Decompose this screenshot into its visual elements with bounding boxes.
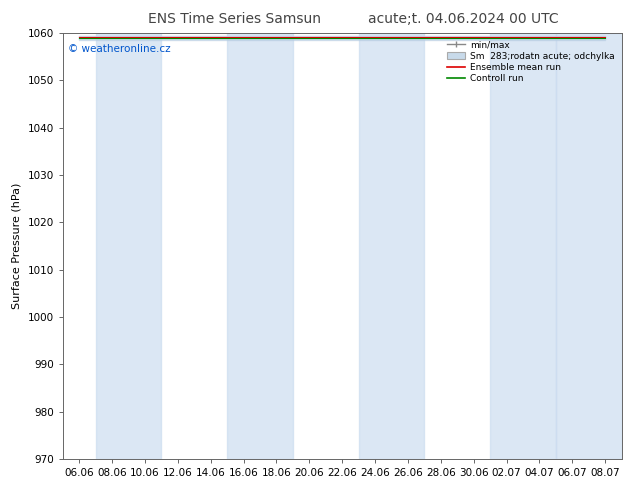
Y-axis label: Surface Pressure (hPa): Surface Pressure (hPa) bbox=[12, 183, 22, 309]
Bar bbox=[556, 33, 622, 459]
Bar bbox=[490, 33, 556, 459]
Text: acute;t. 04.06.2024 00 UTC: acute;t. 04.06.2024 00 UTC bbox=[368, 12, 558, 26]
Text: ENS Time Series Samsun: ENS Time Series Samsun bbox=[148, 12, 321, 26]
Text: © weatheronline.cz: © weatheronline.cz bbox=[68, 44, 171, 54]
Bar bbox=[359, 33, 424, 459]
Bar bbox=[96, 33, 162, 459]
Legend: min/max, Sm  283;rodatn acute; odchylka, Ensemble mean run, Controll run: min/max, Sm 283;rodatn acute; odchylka, … bbox=[444, 38, 617, 86]
Bar bbox=[227, 33, 293, 459]
